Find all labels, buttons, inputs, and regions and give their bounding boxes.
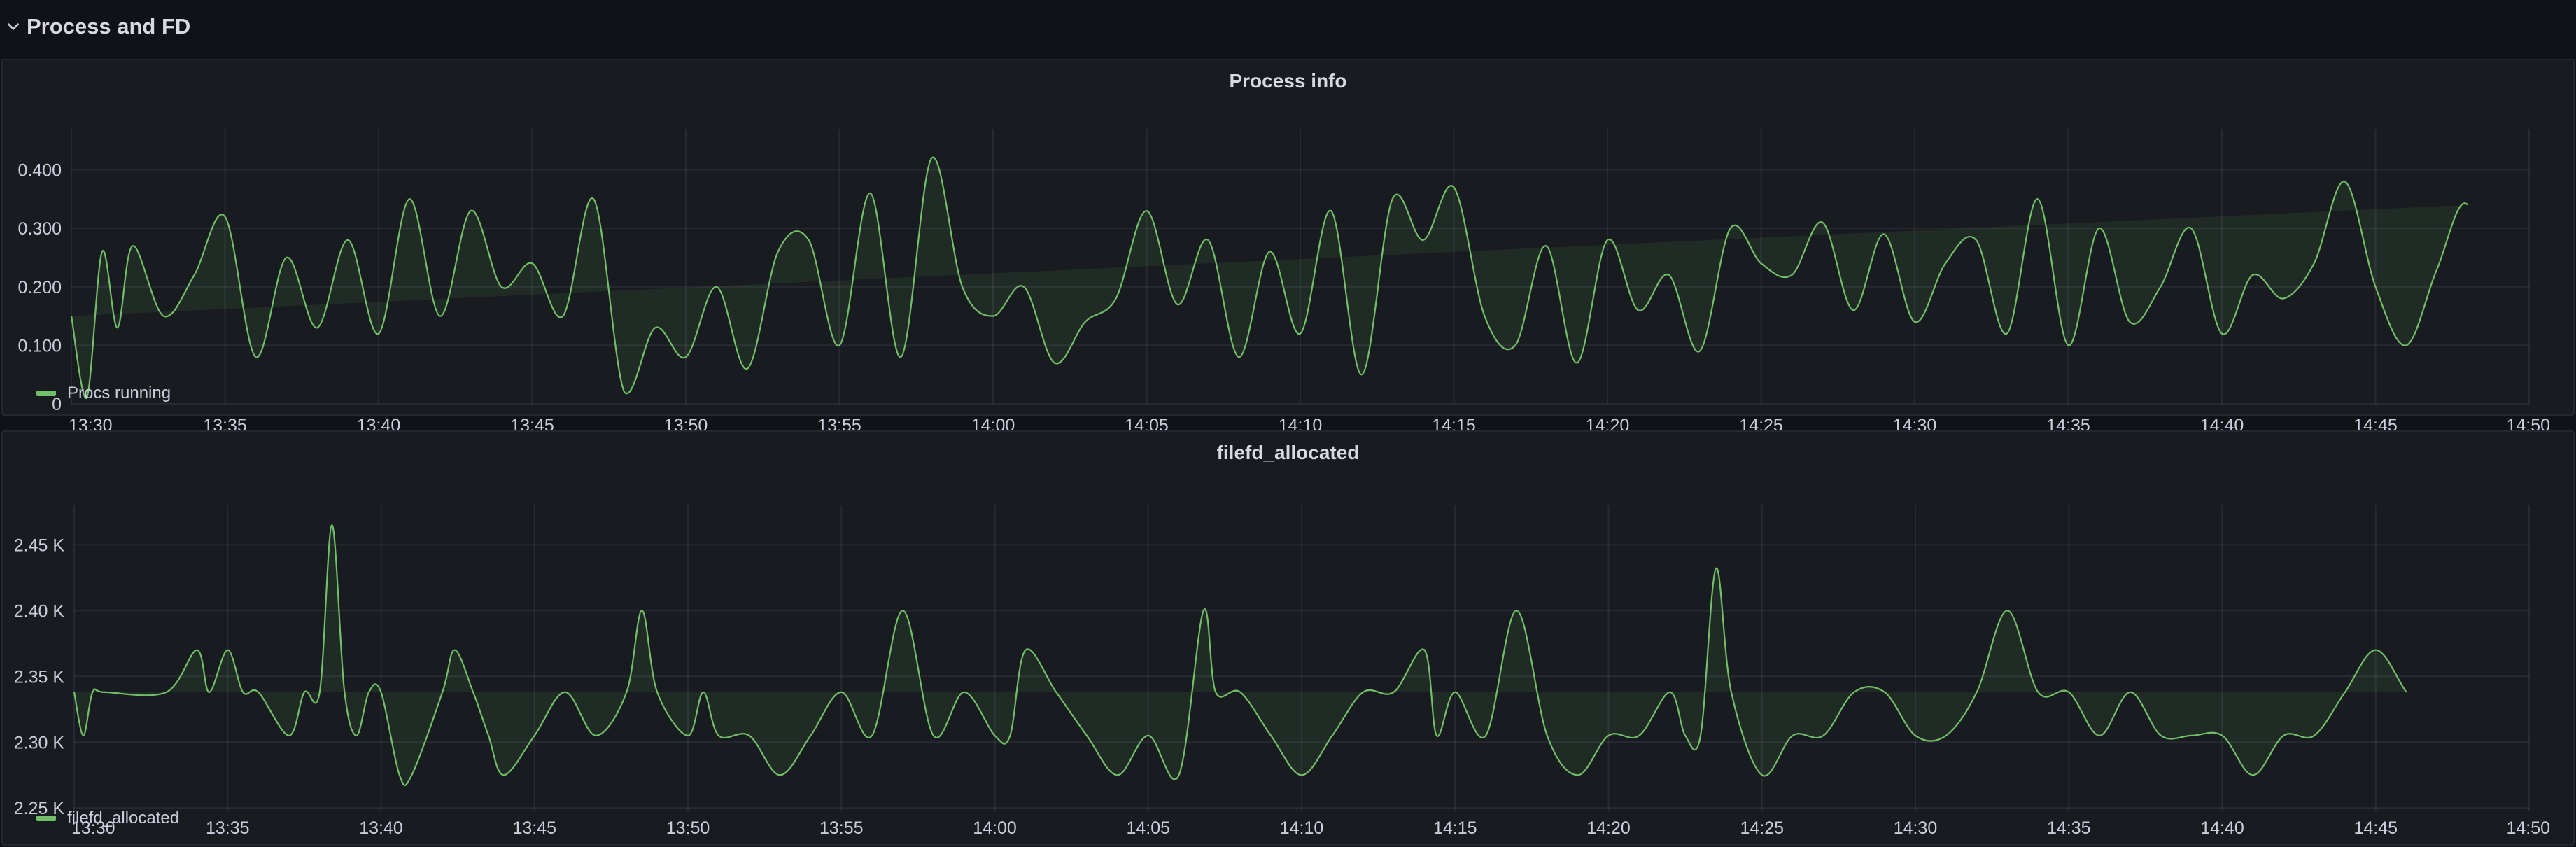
chart-filefd-allocated[interactable]: 2.25 K 2.30 K 2.35 K 2.40 K 2.45 K 13:30 13:35…	[3, 474, 2573, 842]
x-tick-label: 14:45	[2353, 818, 2398, 838]
panel-title[interactable]: filefd_allocated	[1216, 442, 1360, 463]
chevron-down-icon[interactable]	[6, 19, 21, 34]
panel-process-info: Process info 0 0.100 0.200 0.300 0.400 13:30 1…	[1, 59, 2575, 435]
x-tick-label: 14:15	[1433, 818, 1477, 838]
legend-color-swatch	[36, 816, 56, 821]
x-tick-label: 14:20	[1586, 818, 1631, 838]
y-tick-label: 0.400	[17, 161, 62, 181]
legend-color-swatch	[36, 391, 56, 396]
series-line	[70, 156, 2469, 399]
x-tick-label: 13:55	[819, 818, 864, 838]
x-tick-label: 14:00	[973, 818, 1017, 838]
x-tick-label: 13:40	[359, 818, 403, 838]
x-tick-label: 13:35	[206, 818, 250, 838]
series-line	[73, 524, 2407, 787]
y-tick-label: 0.300	[17, 219, 62, 239]
y-tick-label: 0	[52, 395, 62, 414]
x-tick-label: 14:10	[1280, 818, 1324, 838]
x-tick-label: 14:40	[2200, 818, 2244, 838]
row-title[interactable]: Process and FD	[27, 14, 191, 38]
row-header-process-and-fd[interactable]: Process and FD	[0, 0, 2576, 53]
legend-label: Procs running	[67, 384, 171, 402]
x-tick-label: 13:30	[71, 818, 115, 838]
series-area-fill	[74, 525, 2407, 786]
legend-item-procs-running[interactable]: Procs running	[36, 384, 171, 403]
x-tick-label: 13:45	[512, 818, 556, 838]
series-area-fill	[71, 157, 2468, 399]
legend-label: filefd_allocated	[67, 808, 180, 827]
y-tick-label: 2.25 K	[14, 799, 65, 818]
y-tick-label: 2.35 K	[14, 667, 65, 687]
y-tick-label: 0.200	[17, 278, 62, 298]
panel-filefd-allocated: filefd_allocated 2.25 K 2.30 K 2.35 K 2.40 …	[1, 430, 2575, 846]
panel-title[interactable]: Process info	[1229, 70, 1347, 92]
x-tick-label: 13:50	[666, 818, 710, 838]
x-tick-label: 14:50	[2506, 818, 2550, 838]
y-tick-label: 2.45 K	[14, 536, 65, 555]
x-tick-label: 14:05	[1126, 818, 1170, 838]
x-tick-label: 14:30	[1894, 818, 1938, 838]
y-tick-label: 2.40 K	[14, 601, 65, 621]
y-tick-label: 2.30 K	[14, 733, 65, 752]
x-tick-label: 14:25	[1740, 818, 1784, 838]
y-tick-label: 0.100	[17, 336, 62, 356]
legend-item-filefd-allocated[interactable]: filefd_allocated	[36, 808, 179, 828]
x-tick-label: 14:35	[2047, 818, 2091, 838]
